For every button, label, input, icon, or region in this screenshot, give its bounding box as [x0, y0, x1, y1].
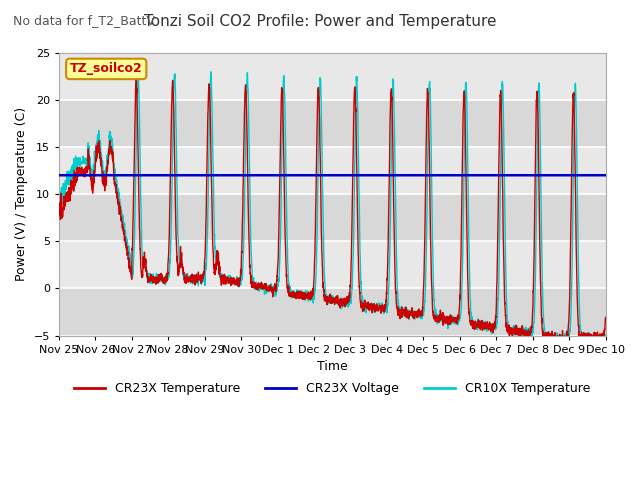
- Bar: [59, 241, 605, 288]
- Bar: [59, 100, 605, 147]
- Bar: [59, 147, 605, 194]
- X-axis label: Time: Time: [317, 360, 348, 373]
- Y-axis label: Power (V) / Temperature (C): Power (V) / Temperature (C): [15, 107, 28, 281]
- Text: TZ_soilco2: TZ_soilco2: [70, 62, 143, 75]
- Legend: CR23X Temperature, CR23X Voltage, CR10X Temperature: CR23X Temperature, CR23X Voltage, CR10X …: [68, 377, 596, 400]
- Text: No data for f_T2_BattV: No data for f_T2_BattV: [13, 14, 155, 27]
- Bar: [59, 288, 605, 336]
- Bar: [59, 53, 605, 100]
- Bar: [59, 194, 605, 241]
- Text: Tonzi Soil CO2 Profile: Power and Temperature: Tonzi Soil CO2 Profile: Power and Temper…: [144, 14, 496, 29]
